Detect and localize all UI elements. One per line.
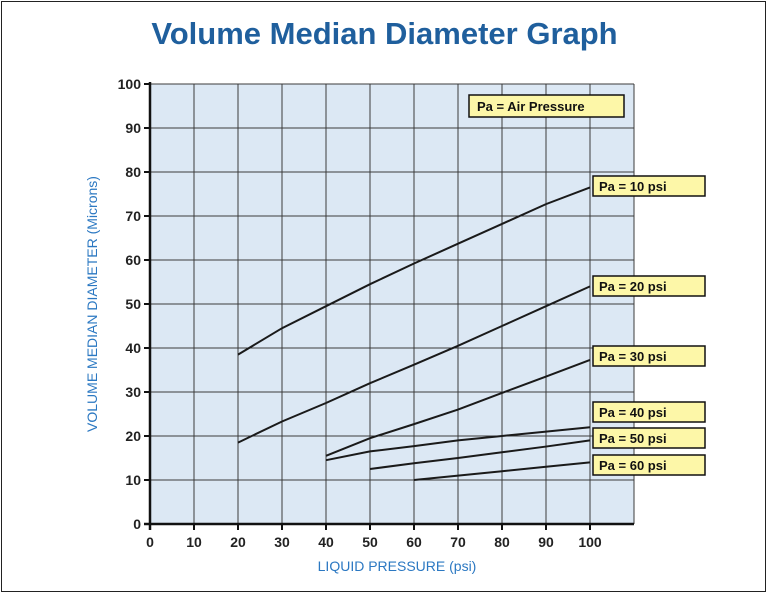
legend-box — [468, 94, 625, 118]
axes — [144, 82, 634, 530]
y-tick-label: 20 — [125, 428, 141, 444]
series-labels: Pa = 10 psi Pa = 20 psi Pa = 30 psi Pa = 40… — [592, 175, 706, 476]
y-tick-label: 50 — [125, 296, 141, 312]
x-tick-label: 70 — [450, 534, 466, 550]
series-label-text: Pa = 30 psi — [599, 349, 667, 364]
series-label-box — [592, 454, 706, 476]
series-label-text: Pa = 40 psi — [599, 405, 667, 420]
series-label-box — [592, 345, 706, 367]
chart-title: Volume Median Diameter Graph — [151, 16, 618, 51]
series-label-5: Pa = 50 psi — [592, 427, 706, 449]
x-tick-label: 90 — [538, 534, 554, 550]
series-label-box — [592, 401, 706, 423]
series-label-text: Pa = 50 psi — [599, 431, 667, 446]
y-axis-label: VOLUME MEDIAN DIAMETER (Microns) — [84, 176, 100, 432]
y-tick-label: 80 — [125, 164, 141, 180]
y-tick-label: 0 — [133, 516, 141, 532]
grid-lines — [150, 83, 635, 524]
legend: Pa = Air Pressure — [468, 94, 625, 118]
x-axis-ticks: 0 10 20 30 40 50 60 70 80 90 100 — [146, 524, 602, 550]
legend-text: Pa = Air Pressure — [477, 99, 585, 114]
x-tick-label: 40 — [318, 534, 334, 550]
series-line-6 — [413, 461, 591, 481]
series-label-box — [592, 427, 706, 449]
series-line-5 — [369, 439, 591, 470]
series-label-box — [592, 175, 706, 197]
series-label-2: Pa = 20 psi — [592, 275, 706, 297]
x-tick-label: 20 — [230, 534, 246, 550]
series-line-4 — [325, 426, 591, 462]
series-line-2 — [237, 285, 591, 444]
y-tick-label: 40 — [125, 340, 141, 356]
series-line-1 — [237, 186, 591, 356]
y-tick-label: 70 — [125, 208, 141, 224]
series-label-1: Pa = 10 psi — [592, 175, 706, 197]
y-tick-label: 60 — [125, 252, 141, 268]
series-line-3 — [325, 358, 591, 457]
y-tick-label: 30 — [125, 384, 141, 400]
y-tick-label: 10 — [125, 472, 141, 488]
series-lines — [237, 186, 591, 481]
series-label-text: Pa = 10 psi — [599, 179, 667, 194]
series-label-3: Pa = 30 psi — [592, 345, 706, 367]
x-axis-label: LIQUID PRESSURE (psi) — [318, 558, 477, 574]
x-tick-label: 30 — [274, 534, 290, 550]
series-label-box — [592, 275, 706, 297]
x-tick-label: 60 — [406, 534, 422, 550]
x-tick-label: 50 — [362, 534, 378, 550]
y-tick-label: 90 — [125, 120, 141, 136]
x-tick-label: 0 — [146, 534, 154, 550]
series-label-4: Pa = 40 psi — [592, 401, 706, 423]
series-label-6: Pa = 60 psi — [592, 454, 706, 476]
series-label-text: Pa = 60 psi — [599, 458, 667, 473]
y-axis-ticks: 0 10 20 30 40 50 60 70 80 90 100 — [118, 76, 150, 532]
series-label-text: Pa = 20 psi — [599, 279, 667, 294]
x-tick-label: 10 — [186, 534, 202, 550]
y-tick-label: 100 — [118, 76, 142, 92]
x-tick-label: 100 — [578, 534, 602, 550]
x-tick-label: 80 — [494, 534, 510, 550]
